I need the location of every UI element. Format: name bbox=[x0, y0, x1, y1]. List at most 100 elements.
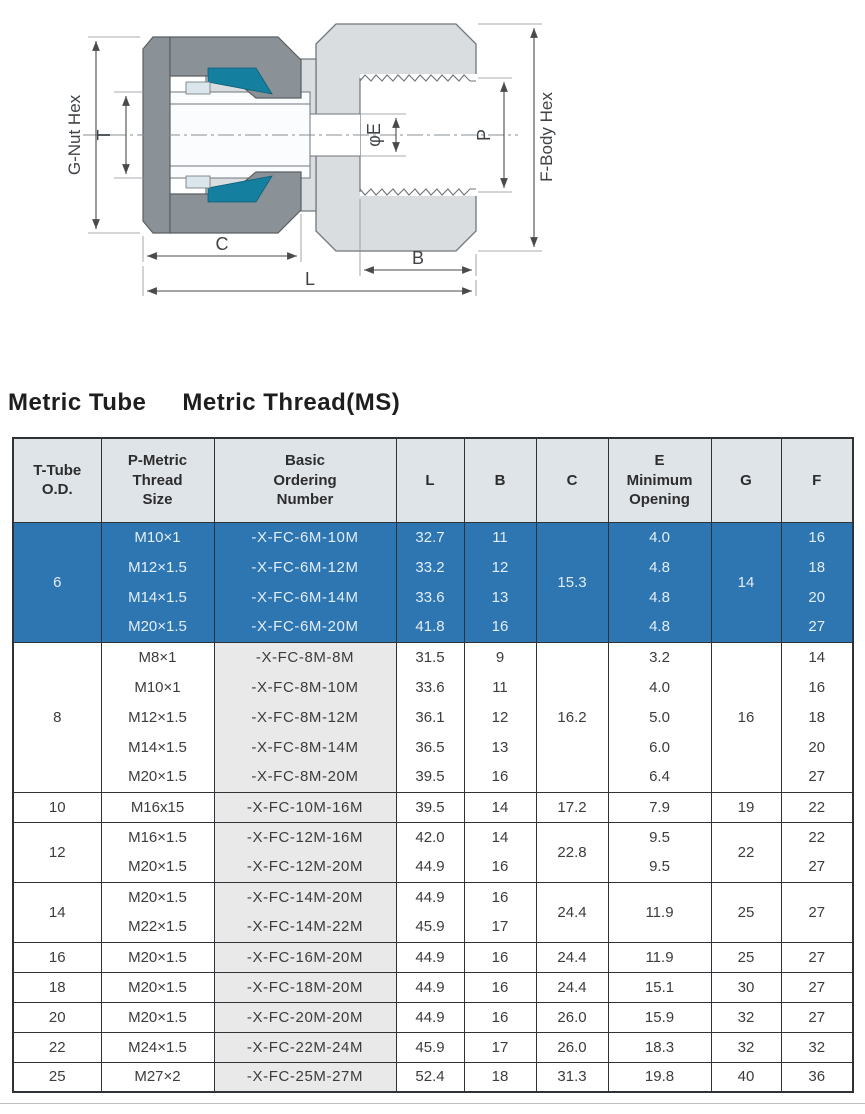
cell-l: 33.2 bbox=[395, 552, 464, 582]
cell-l: 41.8 bbox=[395, 612, 464, 642]
spec-table: T-Tube O.D. P-Metric Thread Size Basic O… bbox=[12, 437, 854, 1093]
cell-thread: M20×1.5 bbox=[100, 1001, 214, 1032]
col-header-c: C bbox=[535, 438, 608, 523]
table-row: M20×1.5 -X-FC-12M-20M 44.9 16 9.5 27 bbox=[13, 852, 853, 882]
cell-l: 44.9 bbox=[395, 971, 464, 1002]
cell-od: 25 bbox=[12, 1061, 101, 1092]
cell-od: 16 bbox=[12, 941, 101, 972]
cell-c: 26.0 bbox=[535, 1001, 608, 1032]
cell-l: 44.9 bbox=[395, 852, 464, 882]
cell-thread: M12×1.5 bbox=[100, 702, 214, 732]
cell-l: 31.5 bbox=[395, 641, 464, 672]
table-row: 10 M16x15 -X-FC-10M-16M 39.5 14 17.2 7.9… bbox=[12, 791, 853, 822]
cell-f: 22 bbox=[780, 821, 853, 852]
cell-f: 16 bbox=[780, 521, 853, 552]
cell-f: 27 bbox=[780, 612, 853, 642]
cell-order: -X-FC-12M-16M bbox=[213, 821, 396, 852]
cell-e: 4.0 bbox=[607, 672, 711, 702]
cell-order: -X-FC-18M-20M bbox=[213, 971, 396, 1002]
header-row: T-Tube O.D. P-Metric Thread Size Basic O… bbox=[12, 438, 853, 523]
cell-b: 16 bbox=[463, 971, 536, 1002]
cell-e: 7.9 bbox=[607, 791, 711, 822]
cell-c: 31.3 bbox=[535, 1061, 608, 1092]
cell-g: 30 bbox=[710, 971, 781, 1002]
table-row: M12×1.5 -X-FC-6M-12M 33.2 12 4.8 18 bbox=[13, 552, 853, 582]
cell-g: 40 bbox=[710, 1061, 781, 1092]
cell-e: 18.3 bbox=[607, 1031, 711, 1062]
cell-thread: M16x15 bbox=[100, 791, 214, 822]
female-thread-bottom bbox=[359, 188, 476, 196]
col-header-g: G bbox=[710, 438, 781, 523]
cell-b: 14 bbox=[463, 791, 536, 822]
cell-thread: M20×1.5 bbox=[100, 941, 214, 972]
cell-l: 33.6 bbox=[395, 582, 464, 612]
table-row: M14×1.5 -X-FC-8M-14M 36.5 13 6.0 20 bbox=[13, 732, 853, 762]
cell-l: 39.5 bbox=[395, 762, 464, 792]
cell-l: 45.9 bbox=[395, 1031, 464, 1062]
cell-e: 6.0 bbox=[607, 732, 711, 762]
cell-thread: M20×1.5 bbox=[100, 881, 214, 912]
cell-f: 32 bbox=[780, 1031, 853, 1062]
female-thread-top bbox=[359, 74, 476, 82]
cell-order: -X-FC-22M-24M bbox=[213, 1031, 396, 1062]
cell-b: 13 bbox=[463, 732, 536, 762]
cell-l: 36.5 bbox=[395, 732, 464, 762]
cell-b: 16 bbox=[463, 612, 536, 642]
cell-b: 12 bbox=[463, 552, 536, 582]
cell-order: -X-FC-6M-14M bbox=[213, 582, 396, 612]
cell-g: 32 bbox=[710, 1001, 781, 1032]
front-ferrule-bottom bbox=[207, 175, 273, 203]
table-row: 25 M27×2 -X-FC-25M-27M 52.4 18 31.3 19.8… bbox=[12, 1061, 853, 1092]
dim-label-l: L bbox=[305, 269, 315, 289]
cell-order: -X-FC-6M-20M bbox=[213, 612, 396, 642]
cell-b: 16 bbox=[463, 1001, 536, 1032]
cell-b: 16 bbox=[463, 762, 536, 792]
cell-thread: M8×1 bbox=[100, 641, 214, 672]
cell-thread: M16×1.5 bbox=[100, 821, 214, 852]
cell-od: 8 bbox=[12, 641, 101, 792]
cell-order: -X-FC-16M-20M bbox=[213, 941, 396, 972]
cell-g: 32 bbox=[710, 1031, 781, 1062]
col-header-l: L bbox=[395, 438, 464, 523]
dimension-lines bbox=[88, 23, 542, 296]
cell-thread: M20×1.5 bbox=[100, 852, 214, 882]
cell-order: -X-FC-14M-20M bbox=[213, 881, 396, 912]
col-header-f: F bbox=[780, 438, 853, 523]
table-row: 6 M10×1 -X-FC-6M-10M 32.7 11 15.3 4.0 14… bbox=[12, 521, 853, 642]
col-header-b: B bbox=[463, 438, 536, 523]
cell-order: -X-FC-8M-8M bbox=[213, 641, 396, 672]
nut-cross-section bbox=[142, 36, 302, 234]
cell-b: 14 bbox=[463, 821, 536, 852]
cell-b: 12 bbox=[463, 702, 536, 732]
cell-e: 4.0 bbox=[607, 521, 711, 552]
cell-g: 22 bbox=[710, 821, 781, 882]
cell-b: 17 bbox=[463, 912, 536, 942]
cell-l: 44.9 bbox=[395, 881, 464, 912]
cell-f: 27 bbox=[780, 852, 853, 882]
cell-f: 16 bbox=[780, 672, 853, 702]
cell-order: -X-FC-12M-20M bbox=[213, 852, 396, 882]
cell-f: 27 bbox=[780, 762, 853, 792]
cell-e: 6.4 bbox=[607, 762, 711, 792]
cell-e: 9.5 bbox=[607, 821, 711, 852]
table-row: M22×1.5 -X-FC-14M-22M 45.9 17 bbox=[13, 912, 853, 942]
cell-g: 16 bbox=[710, 641, 781, 792]
section-titles: Metric Tube Metric Thread(MS) bbox=[8, 389, 400, 417]
cell-c: 24.4 bbox=[535, 881, 608, 942]
cell-thread: M24×1.5 bbox=[100, 1031, 214, 1062]
table-row: 22 M24×1.5 -X-FC-22M-24M 45.9 17 26.0 18… bbox=[12, 1031, 853, 1062]
cell-g: 14 bbox=[710, 521, 781, 642]
table-row: 12 M16×1.5 -X-FC-12M-16M 42.0 14 22.8 9.… bbox=[12, 821, 853, 882]
table-row: 16 M20×1.5 -X-FC-16M-20M 44.9 16 24.4 11… bbox=[12, 941, 853, 972]
cell-order: -X-FC-10M-16M bbox=[213, 791, 396, 822]
cell-e: 4.8 bbox=[607, 582, 711, 612]
dim-label-g-nut-hex: G-Nut Hex bbox=[65, 94, 84, 175]
cell-f: 18 bbox=[780, 552, 853, 582]
table-row: M10×1 -X-FC-8M-10M 33.6 11 4.0 16 bbox=[13, 672, 853, 702]
cell-b: 9 bbox=[463, 641, 536, 672]
cell-thread: M14×1.5 bbox=[100, 732, 214, 762]
cell-order: -X-FC-25M-27M bbox=[213, 1061, 396, 1092]
cell-od: 12 bbox=[12, 821, 101, 882]
cell-c: 22.8 bbox=[535, 821, 608, 882]
dim-label-t: T bbox=[94, 130, 114, 141]
